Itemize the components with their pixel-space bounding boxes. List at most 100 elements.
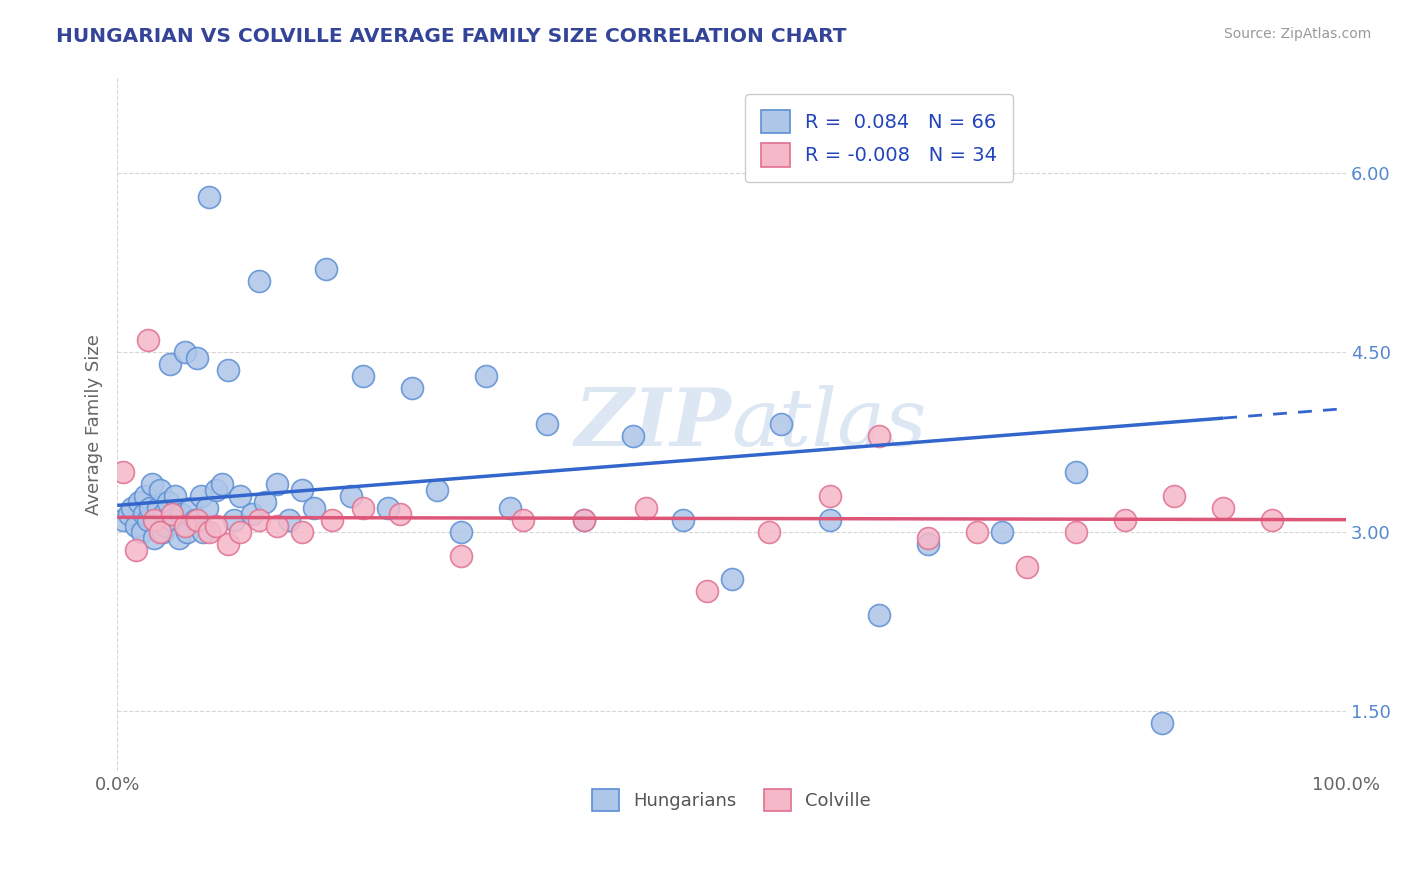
Point: [758, 524, 780, 539]
Point: [204, 483, 226, 497]
Point: [290, 483, 312, 497]
Point: [118, 507, 141, 521]
Point: [134, 507, 156, 521]
Point: [991, 524, 1014, 539]
Point: [818, 489, 841, 503]
Point: [149, 524, 172, 539]
Point: [1064, 524, 1087, 539]
Point: [217, 363, 239, 377]
Point: [198, 524, 221, 539]
Point: [153, 507, 176, 521]
Point: [720, 573, 742, 587]
Point: [450, 524, 472, 539]
Point: [512, 513, 534, 527]
Point: [450, 549, 472, 563]
Point: [112, 513, 135, 527]
Point: [121, 500, 143, 515]
Point: [143, 531, 166, 545]
Point: [917, 531, 939, 545]
Point: [1212, 500, 1234, 515]
Point: [868, 608, 890, 623]
Point: [149, 483, 172, 497]
Point: [266, 476, 288, 491]
Point: [339, 489, 361, 503]
Point: [1163, 489, 1185, 503]
Point: [163, 489, 186, 503]
Text: HUNGARIAN VS COLVILLE AVERAGE FAMILY SIZE CORRELATION CHART: HUNGARIAN VS COLVILLE AVERAGE FAMILY SIZ…: [56, 27, 846, 45]
Point: [112, 465, 135, 479]
Point: [186, 351, 208, 366]
Text: atlas: atlas: [731, 385, 927, 463]
Point: [124, 518, 146, 533]
Point: [475, 369, 498, 384]
Point: [211, 476, 233, 491]
Point: [1150, 715, 1173, 730]
Point: [193, 524, 215, 539]
Point: [217, 536, 239, 550]
Point: [204, 518, 226, 533]
Point: [162, 507, 184, 521]
Point: [143, 513, 166, 527]
Point: [229, 489, 252, 503]
Text: ZIP: ZIP: [575, 385, 731, 463]
Point: [290, 524, 312, 539]
Point: [247, 274, 270, 288]
Point: [136, 334, 159, 348]
Point: [321, 513, 343, 527]
Point: [180, 500, 202, 515]
Point: [141, 476, 163, 491]
Point: [240, 507, 263, 521]
Point: [1064, 465, 1087, 479]
Point: [377, 500, 399, 515]
Point: [388, 507, 411, 521]
Point: [152, 524, 174, 539]
Point: [159, 357, 181, 371]
Point: [173, 345, 195, 359]
Point: [1015, 560, 1038, 574]
Point: [1261, 513, 1284, 527]
Point: [572, 513, 595, 527]
Point: [155, 518, 177, 533]
Point: [146, 500, 169, 515]
Point: [266, 518, 288, 533]
Point: [131, 524, 153, 539]
Y-axis label: Average Family Size: Average Family Size: [86, 334, 103, 515]
Point: [302, 500, 325, 515]
Point: [818, 513, 841, 527]
Point: [198, 190, 221, 204]
Point: [186, 513, 208, 527]
Point: [1114, 513, 1136, 527]
Point: [572, 513, 595, 527]
Point: [634, 500, 657, 515]
Point: [134, 489, 156, 503]
Point: [536, 417, 558, 431]
Point: [222, 513, 245, 527]
Point: [183, 513, 205, 527]
Point: [426, 483, 449, 497]
Point: [124, 542, 146, 557]
Point: [401, 381, 423, 395]
Legend: Hungarians, Colville: Hungarians, Colville: [579, 777, 884, 824]
Point: [176, 524, 198, 539]
Point: [128, 495, 150, 509]
Point: [167, 531, 190, 545]
Point: [278, 513, 301, 527]
Point: [696, 584, 718, 599]
Point: [139, 500, 162, 515]
Point: [315, 261, 337, 276]
Point: [621, 429, 644, 443]
Point: [966, 524, 988, 539]
Point: [229, 524, 252, 539]
Point: [136, 513, 159, 527]
Point: [143, 513, 166, 527]
Point: [162, 513, 184, 527]
Point: [173, 518, 195, 533]
Point: [156, 495, 179, 509]
Point: [769, 417, 792, 431]
Text: Source: ZipAtlas.com: Source: ZipAtlas.com: [1223, 27, 1371, 41]
Point: [352, 369, 374, 384]
Point: [352, 500, 374, 515]
Point: [917, 536, 939, 550]
Point: [195, 500, 218, 515]
Point: [253, 495, 276, 509]
